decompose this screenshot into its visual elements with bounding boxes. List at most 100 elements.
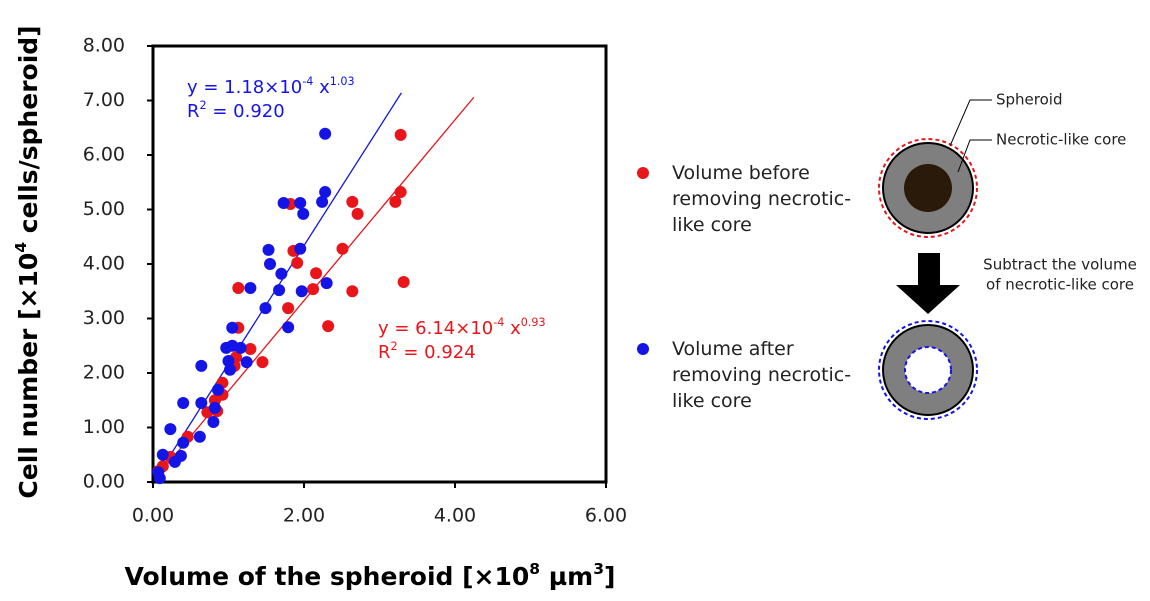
text-part: µm <box>540 562 593 591</box>
leader <box>949 99 992 147</box>
point <box>316 195 329 208</box>
removed-core <box>904 346 952 394</box>
text-part: y = 1.18×10 <box>187 77 302 98</box>
text-part: = 0.924 <box>398 342 476 363</box>
text-part: x <box>313 77 330 98</box>
x-tick-label: 0.00 <box>132 505 174 527</box>
text-part: = 0.920 <box>207 101 285 122</box>
point <box>394 186 407 199</box>
annotation: y = 6.14×10-4 x0.93 <box>378 316 546 340</box>
point <box>297 207 310 220</box>
point <box>153 472 166 485</box>
diagram-label: of necrotic-like core <box>986 276 1134 294</box>
y-tick-label: 2.00 <box>83 362 125 384</box>
superscript: 2 <box>200 99 207 112</box>
y-tick-label: 6.00 <box>83 144 125 166</box>
point <box>224 363 237 376</box>
superscript: -4 <box>493 316 504 329</box>
point <box>177 436 190 449</box>
point <box>273 284 286 297</box>
point <box>291 256 304 269</box>
text-part: cells/spheroid] <box>14 25 43 242</box>
point <box>262 243 275 256</box>
text-part: y = 6.14×10 <box>378 318 493 339</box>
y-tick-label: 8.00 <box>83 35 125 57</box>
text-part: R <box>378 342 391 363</box>
diagram-label: Subtract the volume <box>983 256 1137 274</box>
point <box>232 281 245 294</box>
y-tick-label: 3.00 <box>83 307 125 329</box>
core-circle <box>904 164 952 212</box>
y-tick-label: 4.00 <box>83 253 125 275</box>
legend-label: Volume before removing necrotic-like cor… <box>672 162 852 236</box>
y-tick-label: 0.00 <box>83 471 125 493</box>
y-axis-title: Cell number [×104 cells/spheroid] <box>12 25 44 498</box>
point <box>208 401 221 414</box>
point <box>346 195 359 208</box>
leader <box>957 139 992 173</box>
y-tick-label: 1.00 <box>83 416 125 438</box>
annotation: R2 = 0.920 <box>187 99 285 123</box>
point <box>156 448 169 461</box>
superscript: 3 <box>593 560 604 578</box>
point <box>319 186 332 199</box>
legend-marker <box>637 167 649 179</box>
y-tick-label: 5.00 <box>83 198 125 220</box>
point <box>195 396 208 409</box>
annotation: y = 1.18×10-4 x1.03 <box>187 75 355 99</box>
point <box>275 267 288 280</box>
point <box>319 127 332 140</box>
point <box>310 267 323 280</box>
annotation: R2 = 0.924 <box>378 340 476 364</box>
point <box>177 396 190 409</box>
point <box>322 320 335 333</box>
text-part: x <box>504 318 521 339</box>
text-part: ] <box>604 562 615 591</box>
diagram-label: Spheroid <box>996 91 1062 109</box>
text-part: Volume of the spheroid [×10 <box>125 562 530 591</box>
superscript: 2 <box>391 340 398 353</box>
text-part: R <box>187 101 200 122</box>
point <box>211 383 224 396</box>
point <box>295 285 308 298</box>
superscript: 8 <box>529 560 540 578</box>
superscript: 0.93 <box>521 316 546 329</box>
point <box>220 341 233 354</box>
point <box>168 455 181 468</box>
point <box>256 356 269 369</box>
point <box>277 196 290 209</box>
point <box>234 341 247 354</box>
point <box>164 423 177 436</box>
point <box>264 258 277 270</box>
text-part: Cell number [×10 <box>14 253 43 499</box>
point <box>294 196 307 209</box>
point <box>336 242 349 255</box>
legend-label: Volume after removing necrotic-like core <box>672 338 852 412</box>
outer-dash <box>878 320 978 420</box>
point <box>193 430 206 443</box>
point <box>320 277 333 290</box>
point <box>389 195 402 208</box>
point <box>195 359 208 372</box>
superscript: -4 <box>302 75 313 88</box>
point <box>294 242 307 255</box>
point <box>282 302 295 315</box>
diagram-label: Necrotic-like core <box>996 131 1126 149</box>
point <box>244 281 257 294</box>
point <box>397 275 410 288</box>
x-axis-title: Volume of the spheroid [×108 µm3] <box>125 560 616 592</box>
point <box>282 321 295 334</box>
point <box>307 283 320 296</box>
point <box>346 285 359 298</box>
legend-marker <box>637 343 649 355</box>
point <box>259 302 272 315</box>
outer-dash <box>878 138 978 238</box>
diagram: Spheroid Necrotic-like core Subtract the… <box>878 91 1137 420</box>
point <box>240 356 253 369</box>
point <box>207 416 220 429</box>
x-tick-label: 4.00 <box>434 505 476 527</box>
y-tick-label: 7.00 <box>83 89 125 111</box>
arrow <box>896 253 960 314</box>
